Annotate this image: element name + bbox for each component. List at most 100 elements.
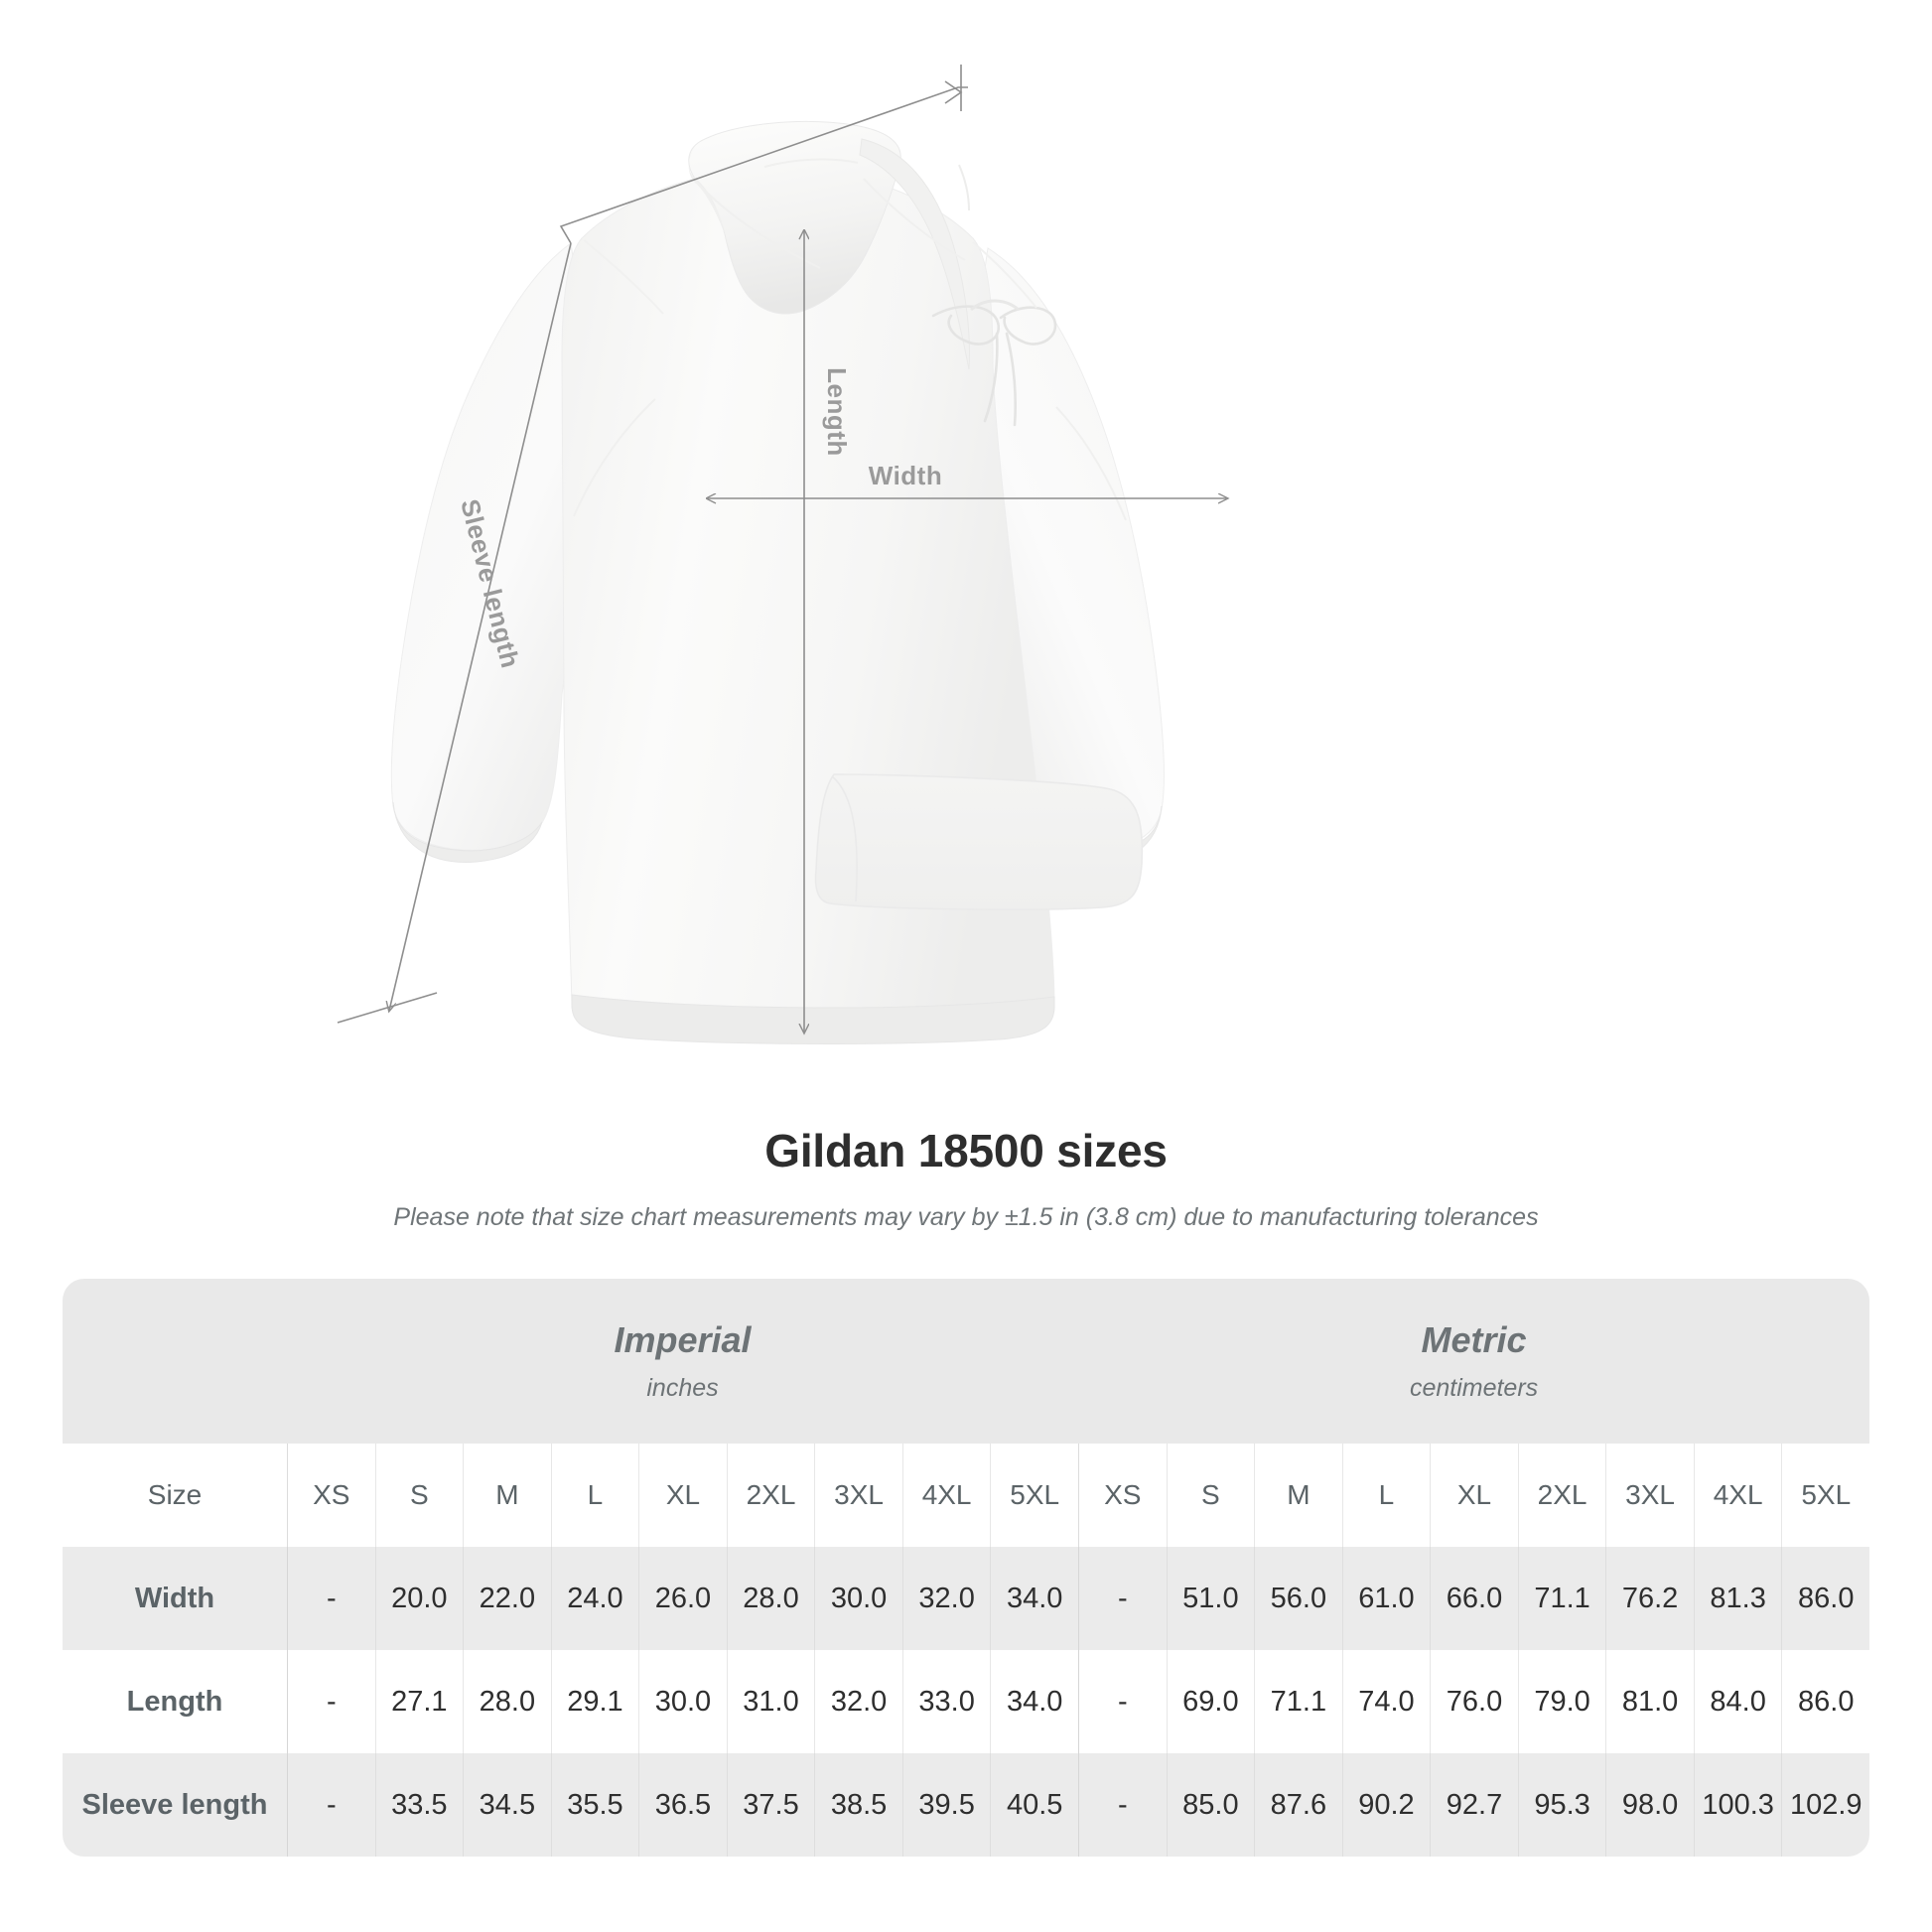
size-header-2xl-metric: 2XL: [1517, 1444, 1606, 1547]
cell-length-imperial-s: 27.1: [374, 1650, 464, 1753]
cell-length-metric-5xl: 86.0: [1781, 1650, 1870, 1753]
cell-width-metric-5xl: 86.0: [1781, 1547, 1870, 1650]
cell-length-metric-4xl: 84.0: [1693, 1650, 1782, 1753]
cell-width-imperial-2xl: 28.0: [726, 1547, 815, 1650]
hoodie-right-shoulder-seam: [863, 178, 966, 261]
hoodie-hood-edge-seam: [958, 164, 970, 211]
cell-sleeve-length-imperial-3xl: 38.5: [814, 1753, 902, 1857]
cell-sleeve-length-imperial-m: 34.5: [463, 1753, 551, 1857]
cell-length-imperial-xs: -: [287, 1650, 375, 1753]
hoodie-right-armhole-seam: [972, 241, 1037, 309]
sleeve-length-dimension-line: [389, 242, 572, 1011]
dimension-lines: [337, 65, 1227, 1033]
cell-sleeve-length-metric-2xl: 95.3: [1517, 1753, 1606, 1857]
cell-length-metric-m: 71.1: [1254, 1650, 1342, 1753]
hoodie-neck-knot: [970, 299, 1020, 312]
size-header-4xl-imperial: 4XL: [901, 1444, 991, 1547]
cell-width-metric-m: 56.0: [1254, 1547, 1342, 1650]
cell-sleeve-length-imperial-2xl: 37.5: [726, 1753, 815, 1857]
row-label-length: Length: [63, 1650, 287, 1753]
cell-length-metric-l: 74.0: [1341, 1650, 1431, 1753]
page-title: Gildan 18500 sizes: [764, 1125, 1168, 1176]
size-chart-table-wrapper: Imperial inches Metric centimeters Size XS S M L…: [63, 1279, 1870, 1857]
cell-width-imperial-4xl: 32.0: [901, 1547, 991, 1650]
cell-length-metric-s: 69.0: [1166, 1650, 1255, 1753]
size-header-l-metric: L: [1341, 1444, 1431, 1547]
hoodie-right-sleeve-crease: [1055, 406, 1127, 521]
hoodie-hood-seam: [763, 158, 859, 168]
size-chart-table: Imperial inches Metric centimeters Size XS S M L…: [63, 1279, 1870, 1857]
size-header-xs-imperial: XS: [287, 1444, 375, 1547]
table-row: Width -20.0 22.0 24.0 26.0 28.0 30.0 32.0 34.0-5…: [63, 1547, 1870, 1650]
cell-length-metric-3xl: 81.0: [1605, 1650, 1694, 1753]
cell-width-imperial-3xl: 30.0: [814, 1547, 902, 1650]
cell-sleeve-length-imperial-4xl: 39.5: [901, 1753, 991, 1857]
size-header-xl-imperial: XL: [638, 1444, 727, 1547]
size-header-5xl-imperial: 5XL: [990, 1444, 1079, 1547]
hoodie-hood-left-fold: [688, 141, 725, 234]
cell-sleeve-length-metric-m: 87.6: [1254, 1753, 1342, 1857]
table-row: Length -27.1 28.0 29.1 30.0 31.0 32.0 33.0 34.0-…: [63, 1650, 1870, 1753]
cell-length-imperial-4xl: 33.0: [901, 1650, 991, 1753]
cell-width-metric-xs: -: [1078, 1547, 1167, 1650]
unit-subtitle: centimeters: [1409, 1374, 1539, 1402]
cell-sleeve-length-metric-4xl: 100.3: [1693, 1753, 1782, 1857]
table-row: Sleeve length -33.5 34.5 35.5 36.5 37.5 38.5 39…: [63, 1753, 1870, 1857]
cell-width-imperial-s: 20.0: [374, 1547, 464, 1650]
cell-sleeve-length-imperial-xs: -: [287, 1753, 375, 1857]
size-header-5xl-metric: 5XL: [1781, 1444, 1870, 1547]
cell-sleeve-length-metric-xs: -: [1078, 1753, 1167, 1857]
cell-width-imperial-xl: 26.0: [638, 1547, 727, 1650]
title-block: Gildan 18500 sizes Please note that size…: [0, 1122, 1932, 1233]
cell-width-metric-2xl: 71.1: [1517, 1547, 1606, 1650]
hoodie-drawstring: [931, 305, 1057, 427]
hoodie-pocket-left-opening: [831, 775, 858, 902]
sleeve-hem-tick: [337, 992, 438, 1024]
size-header-s-imperial: S: [374, 1444, 464, 1547]
cell-sleeve-length-imperial-s: 33.5: [374, 1753, 464, 1857]
cell-length-imperial-3xl: 32.0: [814, 1650, 902, 1753]
cell-length-imperial-m: 28.0: [463, 1650, 551, 1753]
cell-width-metric-l: 61.0: [1341, 1547, 1431, 1650]
size-header-m-imperial: M: [463, 1444, 551, 1547]
cell-width-imperial-m: 22.0: [463, 1547, 551, 1650]
size-header-m-metric: M: [1254, 1444, 1342, 1547]
cell-width-imperial-5xl: 34.0: [990, 1547, 1079, 1650]
page-subtitle: Please note that size chart measurements…: [393, 1203, 1539, 1231]
cell-sleeve-length-metric-s: 85.0: [1166, 1753, 1255, 1857]
size-header-3xl-imperial: 3XL: [814, 1444, 902, 1547]
cell-length-metric-2xl: 79.0: [1517, 1650, 1606, 1753]
cell-sleeve-length-imperial-xl: 36.5: [638, 1753, 727, 1857]
row-label-sleeve-length: Sleeve length: [63, 1753, 287, 1857]
size-header-row: Size XS S M L XL 2XL 3XL 4XL 5XL XS S M L XL 2XL 3XL 4XL 5…: [63, 1444, 1870, 1547]
hoodie-left-sleeve-crease: [573, 398, 656, 517]
hoodie-left-cuff: [392, 801, 543, 863]
size-header-2xl-imperial: 2XL: [726, 1444, 815, 1547]
row-label-width: Width: [63, 1547, 287, 1650]
cell-width-metric-4xl: 81.3: [1693, 1547, 1782, 1650]
cell-width-metric-xl: 66.0: [1430, 1547, 1518, 1650]
cell-length-imperial-5xl: 34.0: [990, 1650, 1079, 1753]
hoodie-hood-right-fold: [859, 138, 970, 370]
cell-length-metric-xl: 76.0: [1430, 1650, 1518, 1753]
cell-sleeve-length-metric-5xl: 102.9: [1781, 1753, 1870, 1857]
hoodie-size-illustration: Length Width Sleeve length: [337, 65, 1932, 1044]
hoodie-hood: [688, 121, 901, 315]
unit-name: Imperial: [614, 1319, 752, 1360]
size-header-l-imperial: L: [550, 1444, 639, 1547]
cell-width-imperial-l: 24.0: [550, 1547, 639, 1650]
unit-name: Metric: [1421, 1319, 1527, 1360]
unit-banner-row: Imperial inches Metric centimeters: [63, 1279, 1870, 1444]
cell-sleeve-length-metric-3xl: 98.0: [1605, 1753, 1694, 1857]
leader-kink: [556, 230, 571, 243]
size-header-xs-metric: XS: [1078, 1444, 1167, 1547]
size-label-cell: Size: [63, 1444, 287, 1547]
cell-length-imperial-xl: 30.0: [638, 1650, 727, 1753]
cell-sleeve-length-metric-xl: 92.7: [1430, 1753, 1518, 1857]
cell-sleeve-length-imperial-l: 35.5: [550, 1753, 639, 1857]
unit-header-metric: Metric centimeters: [1078, 1279, 1870, 1444]
width-label: Width: [869, 461, 942, 490]
cell-width-metric-s: 51.0: [1166, 1547, 1255, 1650]
shoulder-leader-line: [559, 86, 968, 244]
size-header-3xl-metric: 3XL: [1605, 1444, 1694, 1547]
